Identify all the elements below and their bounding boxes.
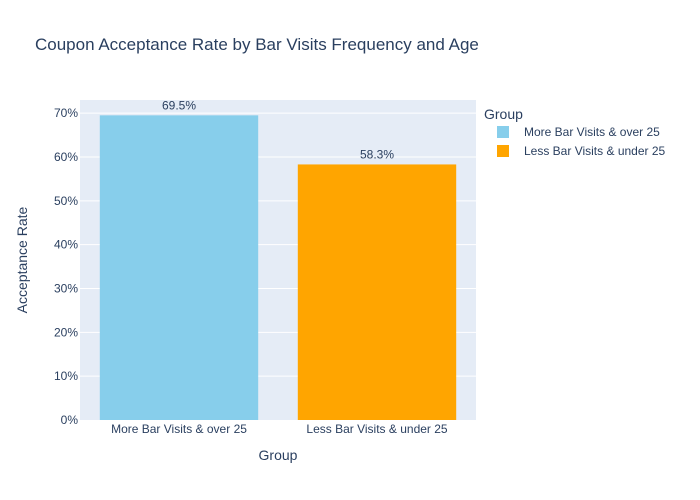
legend-entry-label: Less Bar Visits & under 25 — [524, 144, 666, 158]
legend-swatch — [497, 145, 509, 157]
y-tick-label: 20% — [54, 325, 78, 339]
legend-swatch — [497, 126, 509, 138]
y-axis-title: Acceptance Rate — [14, 206, 30, 313]
data-labels: 69.5% 58.3% — [162, 98, 394, 161]
x-axis-title: Group — [259, 447, 298, 463]
y-tick-label: 0% — [61, 413, 79, 427]
legend-entry-label: More Bar Visits & over 25 — [524, 125, 660, 139]
bar — [99, 115, 259, 420]
y-tick-label: 70% — [54, 106, 78, 120]
y-tick-label: 40% — [54, 238, 78, 252]
bar — [297, 164, 457, 420]
x-tick-label: Less Bar Visits & under 25 — [306, 422, 448, 436]
legend: Group More Bar Visits & over 25 Less Bar … — [484, 106, 666, 158]
y-tick-label: 30% — [54, 281, 78, 295]
bars — [99, 115, 457, 420]
y-tick-label: 50% — [54, 194, 78, 208]
y-axis-ticks: 0% 10% 20% 30% 40% 50% 60% 70% — [54, 106, 78, 427]
chart-title: Coupon Acceptance Rate by Bar Visits Fre… — [35, 35, 479, 54]
x-axis-ticks: More Bar Visits & over 25 Less Bar Visits… — [111, 422, 448, 436]
bar-data-label: 69.5% — [162, 98, 196, 112]
y-tick-label: 10% — [54, 369, 78, 383]
y-tick-label: 60% — [54, 150, 78, 164]
bar-data-label: 58.3% — [360, 147, 394, 161]
legend-title: Group — [484, 106, 523, 122]
x-tick-label: More Bar Visits & over 25 — [111, 422, 247, 436]
